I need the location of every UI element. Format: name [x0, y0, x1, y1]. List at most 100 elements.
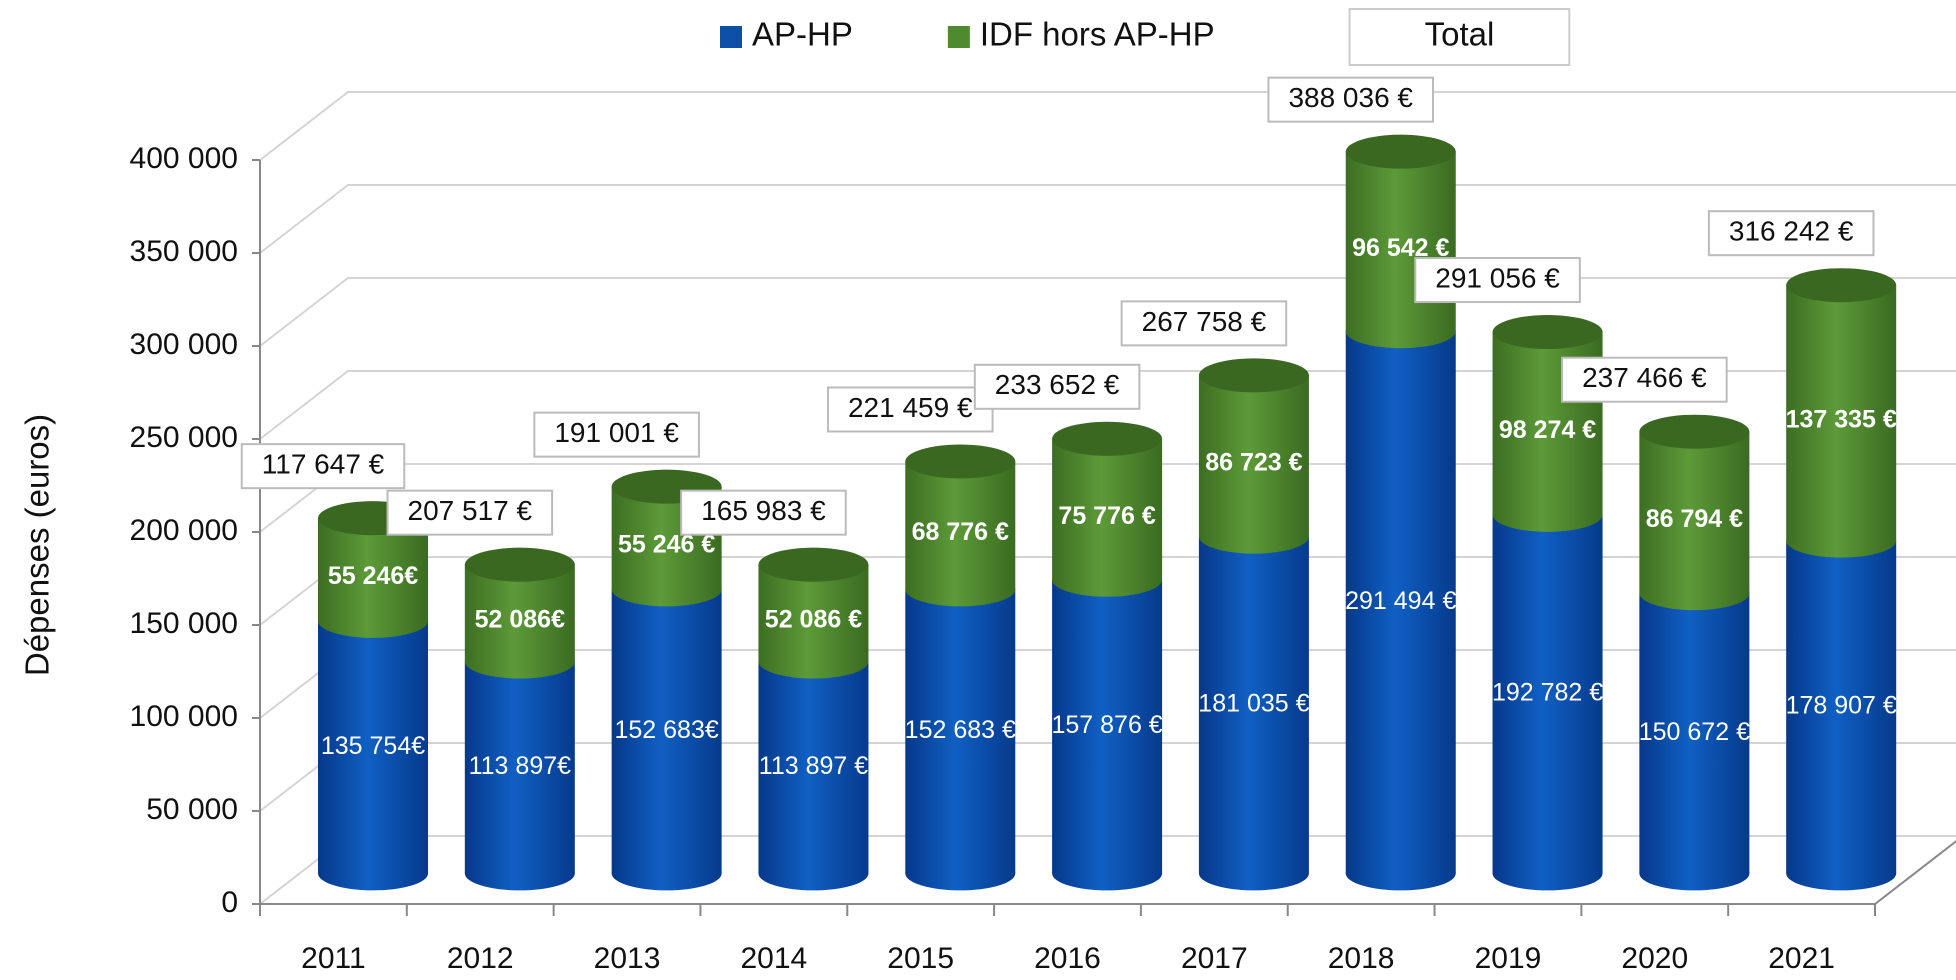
- bar: [1198, 536, 1309, 874]
- total-label: 233 652 €: [995, 369, 1120, 400]
- cylinder-joint: [1492, 497, 1603, 532]
- cylinder-joint: [318, 603, 429, 638]
- cylinder-joint: [1052, 562, 1163, 597]
- total-label: 267 758 €: [1142, 306, 1267, 337]
- legend-swatch: [947, 26, 970, 48]
- bar: [1639, 593, 1750, 874]
- grid-line: [259, 91, 1956, 161]
- y-tick-label: 100 000: [130, 700, 238, 733]
- data-label: 135 754€: [321, 732, 425, 760]
- y-tick-label: 200 000: [130, 514, 238, 547]
- data-label: 113 897 €: [759, 752, 868, 780]
- y-axis-label: Dépenses (euros): [19, 414, 56, 676]
- bar: [1345, 331, 1456, 874]
- total-box: [533, 411, 700, 458]
- bar: [1786, 285, 1897, 541]
- total-box: [1414, 257, 1581, 304]
- cylinder-joint: [1198, 519, 1309, 554]
- bar: [464, 661, 575, 874]
- y-tick-label: 50 000: [146, 793, 238, 826]
- legend-label: AP-HP: [752, 16, 853, 53]
- data-label: 178 907 €: [1786, 692, 1897, 720]
- bar: [905, 589, 1016, 874]
- bar: [1639, 431, 1750, 594]
- total-label: 316 242 €: [1729, 216, 1854, 247]
- total-box: [1561, 356, 1728, 403]
- cylinder-joint: [464, 644, 575, 679]
- total-box: [1120, 300, 1288, 347]
- total-label: 221 459 €: [848, 392, 973, 423]
- bar: [1052, 438, 1163, 580]
- legend-label: Total: [1425, 16, 1495, 53]
- x-tick-label: 2017: [1181, 942, 1248, 975]
- data-label: 86 723 €: [1205, 449, 1302, 477]
- cylinder-top: [1052, 421, 1163, 456]
- total-label: 165 983 €: [701, 495, 826, 526]
- legend-label: IDF hors AP-HP: [980, 16, 1215, 53]
- total-label: 388 036 €: [1288, 82, 1413, 113]
- data-label: 157 876 €: [1051, 711, 1162, 739]
- data-label: 150 672 €: [1639, 718, 1750, 746]
- data-label: 181 035 €: [1198, 690, 1309, 718]
- x-tick-label: 2013: [594, 942, 661, 975]
- data-label: 152 683€: [615, 716, 719, 744]
- bar: [1786, 540, 1897, 874]
- data-label: 52 086€: [475, 606, 565, 634]
- data-label: 55 246€: [328, 562, 418, 590]
- data-label: 192 782 €: [1492, 679, 1603, 707]
- cylinder-top: [464, 547, 575, 582]
- y-tick-label: 400 000: [130, 142, 238, 175]
- total-box: [386, 489, 554, 536]
- bar: [1052, 579, 1163, 874]
- cylinder-top: [1639, 414, 1750, 449]
- data-label: 86 794 €: [1646, 505, 1743, 533]
- x-tick-label: 2021: [1768, 942, 1835, 975]
- x-tick-label: 2014: [740, 942, 807, 975]
- total-box: [1267, 76, 1435, 123]
- total-box: [1707, 210, 1875, 257]
- y-tick-label: 250 000: [130, 421, 238, 454]
- data-label: 291 494 €: [1345, 587, 1456, 615]
- bar: [1492, 514, 1603, 874]
- bar: [611, 589, 722, 874]
- cylinder-top: [905, 444, 1016, 479]
- cylinder-joint: [1639, 576, 1750, 611]
- cylinder-top: [1198, 358, 1309, 393]
- x-tick-label: 2011: [301, 942, 366, 975]
- grid-line: [259, 184, 1956, 254]
- cylinder-top: [758, 547, 869, 582]
- cylinder-joint: [758, 644, 869, 679]
- y-tick-label: 300 000: [130, 328, 238, 361]
- x-tick-label: 2019: [1475, 942, 1542, 975]
- legend-swatch: [720, 26, 742, 48]
- total-box: [826, 386, 994, 433]
- data-label: 98 274 €: [1499, 416, 1596, 444]
- total-box: [240, 443, 406, 490]
- data-label: 152 683 €: [905, 716, 1016, 744]
- legend-swatch: [1348, 8, 1571, 66]
- total-box: [973, 363, 1141, 410]
- x-tick-label: 2016: [1034, 942, 1101, 975]
- y-tick-label: 150 000: [130, 607, 238, 640]
- total-label: 237 466 €: [1582, 362, 1707, 393]
- cylinder-joint: [1786, 523, 1897, 558]
- x-tick-label: 2018: [1328, 942, 1395, 975]
- total-label: 117 647 €: [262, 449, 385, 480]
- data-label: 137 335 €: [1786, 406, 1897, 434]
- total-label: 291 056 €: [1435, 262, 1560, 293]
- bar: [905, 461, 1016, 590]
- data-label: 68 776 €: [912, 518, 1009, 546]
- bar: [1198, 375, 1309, 537]
- x-tick-label: 2015: [887, 942, 954, 975]
- cylinder-joint: [1345, 314, 1456, 349]
- cylinder-top: [1786, 268, 1897, 303]
- bar: [318, 620, 429, 874]
- cylinder-top: [1492, 315, 1603, 350]
- grid-line: [259, 277, 1956, 347]
- cylinder-top: [1345, 134, 1456, 169]
- total-box: [680, 489, 847, 536]
- data-label: 113 897€: [469, 752, 572, 780]
- y-tick-label: 350 000: [130, 235, 238, 268]
- bar: [758, 661, 869, 874]
